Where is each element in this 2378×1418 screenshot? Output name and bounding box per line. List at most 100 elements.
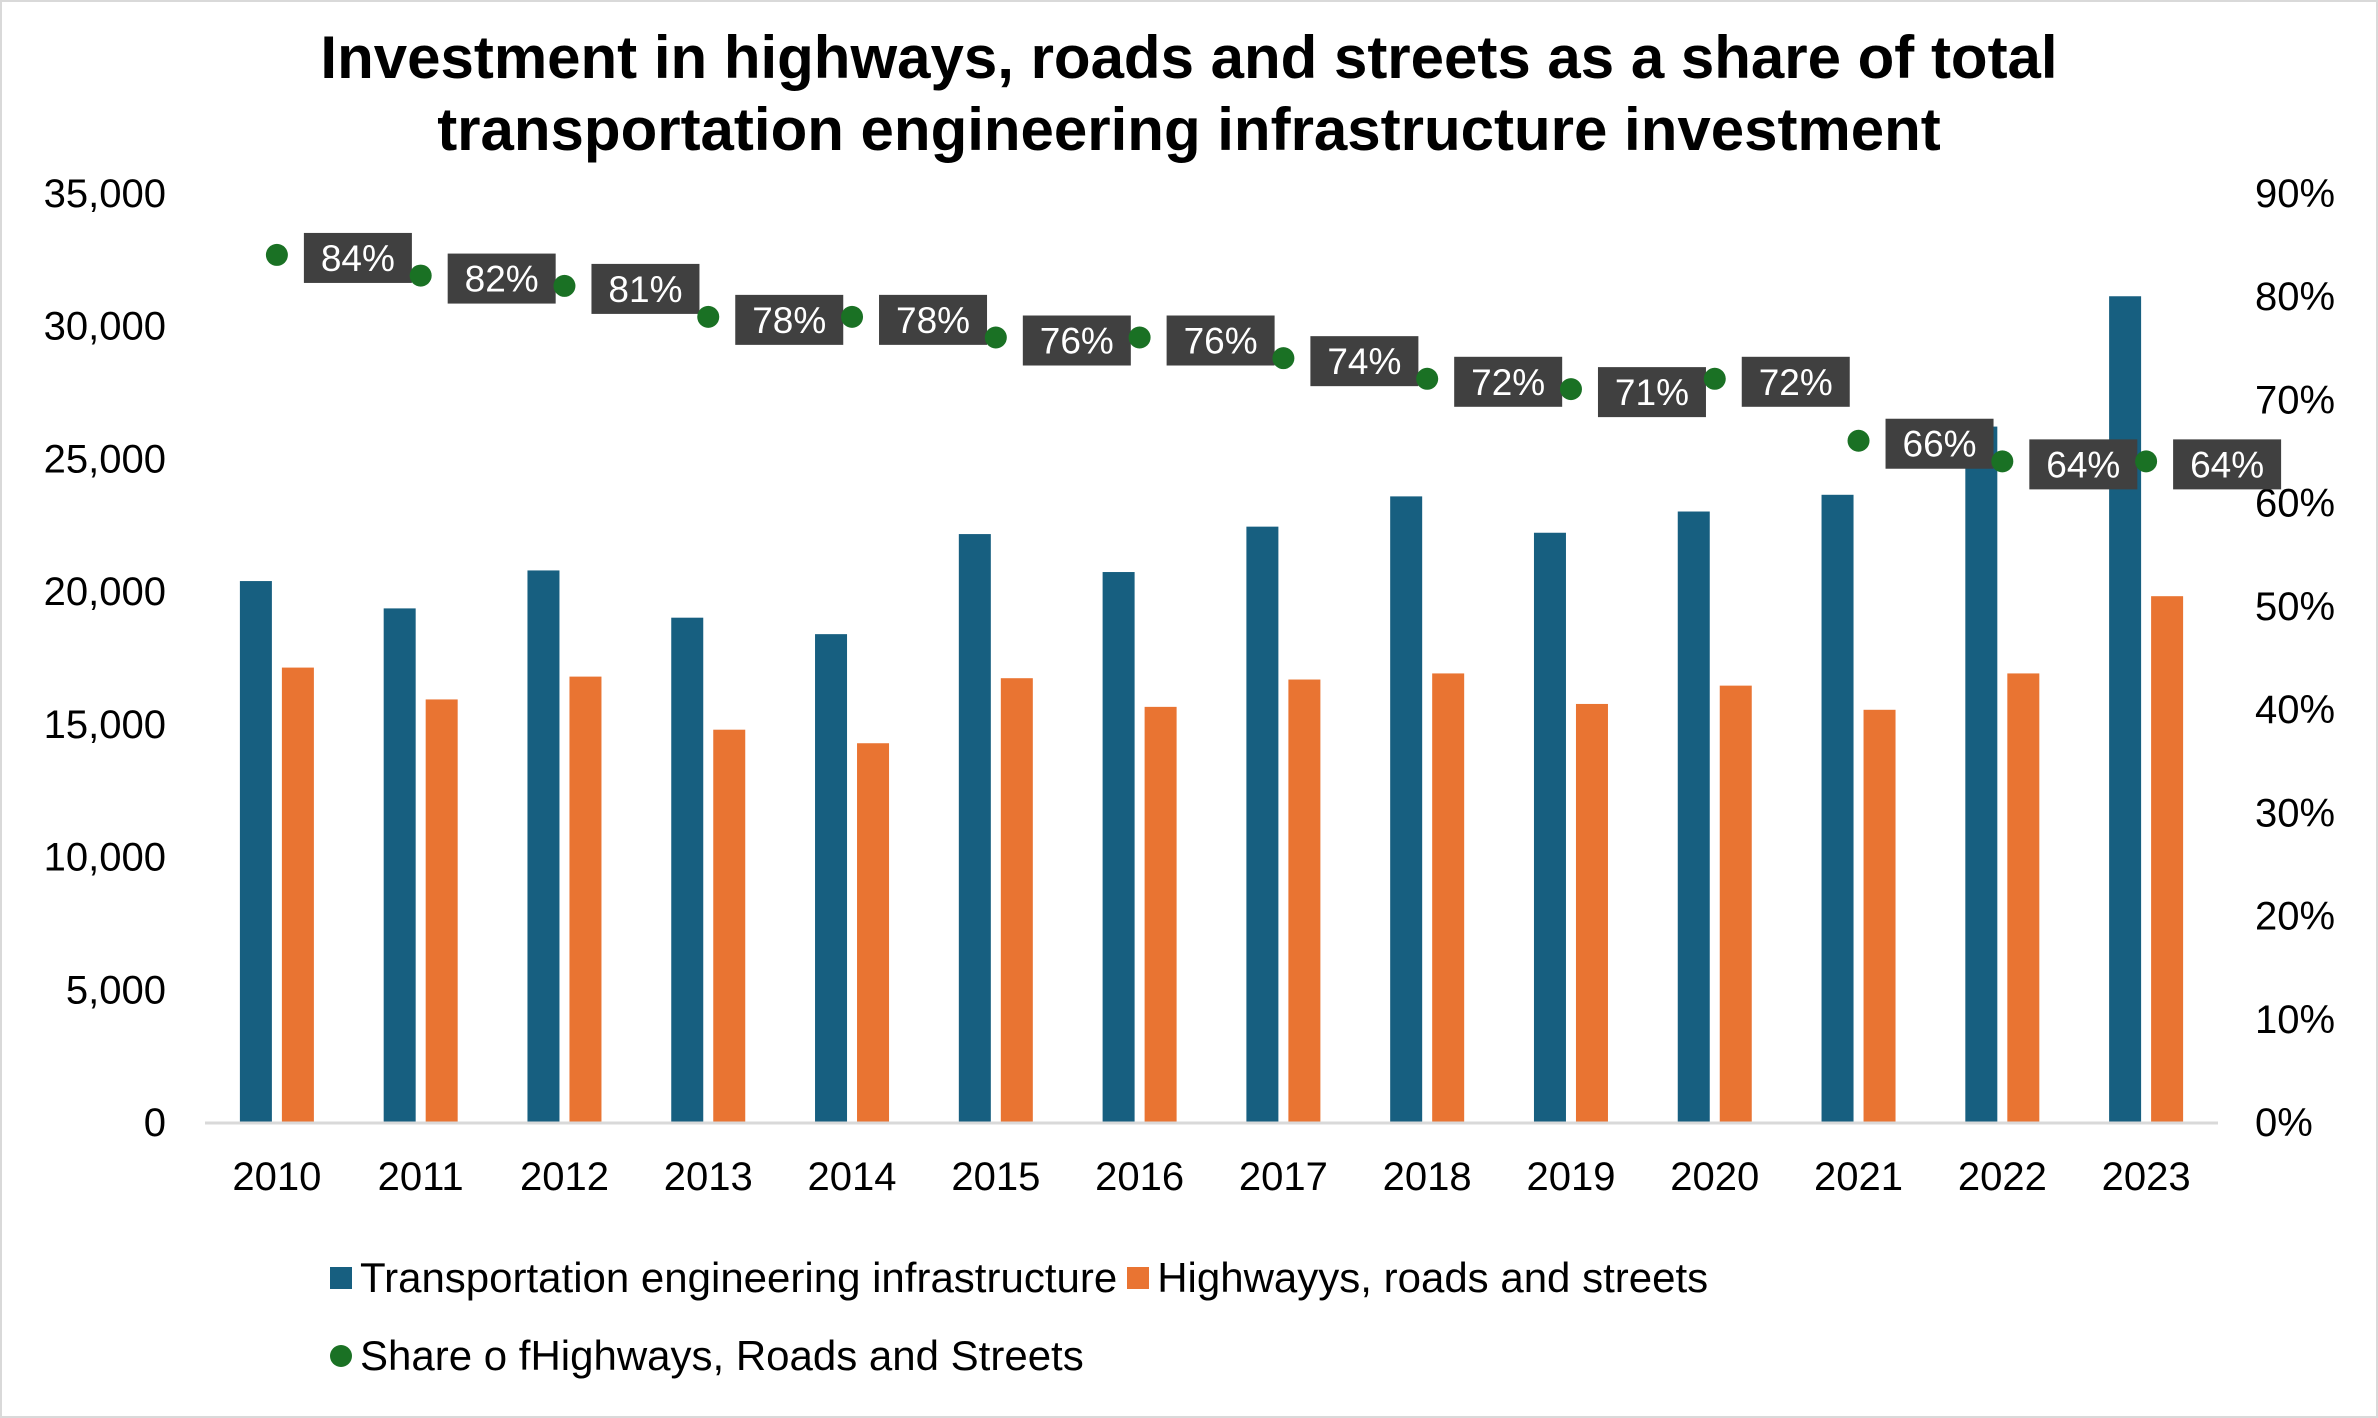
legend-row-1: Transportation engineering infrastructur…: [330, 1254, 1708, 1302]
y-right-tick-label: 40%: [2255, 688, 2335, 732]
x-tick-label: 2019: [1526, 1155, 1615, 1199]
bar-transportation: [1533, 532, 1566, 1122]
share-data-label-box: [591, 263, 700, 314]
bar-highways: [2151, 596, 2184, 1122]
share-data-label: 82%: [465, 259, 539, 300]
bar-transportation: [671, 617, 704, 1122]
bar-highways: [425, 699, 458, 1122]
y-right-tick-label: 50%: [2255, 585, 2335, 629]
x-tick-label: 2010: [232, 1155, 321, 1199]
x-tick-label: 2021: [1814, 1155, 1903, 1199]
chart-title: Investment in highways, roads and street…: [0, 22, 2378, 166]
share-data-label: 78%: [896, 300, 970, 341]
y-left-tick-label: 15,000: [44, 703, 166, 747]
share-marker: [1559, 378, 1582, 401]
bar-transportation: [958, 534, 991, 1122]
x-tick-label: 2016: [1095, 1155, 1184, 1199]
y-right-tick-label: 20%: [2255, 895, 2335, 939]
bar-transportation: [1102, 572, 1135, 1122]
legend-label-share: Share o fHighways, Roads and Streets: [360, 1332, 1084, 1379]
share-marker: [553, 274, 576, 297]
share-data-label: 74%: [1327, 341, 1401, 382]
legend-swatch-highways: [1127, 1267, 1150, 1289]
share-data-label-box: [1310, 336, 1419, 387]
share-marker: [984, 326, 1007, 349]
share-data-label-box: [447, 253, 556, 304]
x-tick-label: 2014: [808, 1155, 897, 1199]
bar-highways: [1144, 706, 1177, 1122]
legend-row-2: Share o fHighways, Roads and Streets: [330, 1332, 1084, 1380]
bar-transportation: [239, 581, 272, 1122]
share-marker: [2135, 450, 2158, 473]
share-data-label-box: [1454, 356, 1563, 407]
y-right-tick-label: 90%: [2255, 172, 2335, 216]
share-data-label-box: [1166, 315, 1275, 366]
bar-highways: [1432, 673, 1465, 1122]
x-tick-label: 2023: [2102, 1155, 2191, 1199]
bar-highways: [281, 667, 314, 1122]
bar-transportation: [527, 570, 560, 1122]
share-data-label-box: [735, 294, 844, 345]
bar-transportation: [2109, 296, 2142, 1122]
y-left-tick-label: 35,000: [44, 172, 166, 216]
share-data-label: 76%: [1040, 321, 1114, 362]
share-data-label: 76%: [1184, 321, 1258, 362]
bar-transportation: [383, 608, 416, 1122]
share-marker: [1128, 326, 1151, 349]
y-left-tick-label: 0: [144, 1101, 166, 1145]
y-left-tick-label: 20,000: [44, 570, 166, 614]
bar-transportation: [1677, 511, 1710, 1122]
bar-highways: [1575, 703, 1608, 1122]
legend-swatch-transportation: [330, 1267, 352, 1289]
bar-highways: [569, 676, 602, 1122]
bar-highways: [1000, 678, 1033, 1122]
bar-highways: [857, 743, 890, 1122]
bar-transportation: [815, 634, 848, 1122]
share-data-label-box: [1741, 356, 1850, 407]
y-right-tick-label: 80%: [2255, 275, 2335, 319]
share-data-label-box: [879, 294, 988, 345]
x-tick-label: 2011: [378, 1155, 464, 1199]
share-data-label-box: [2029, 439, 2138, 490]
bar-transportation: [1390, 496, 1423, 1122]
legend-label-highways: Highwayys, roads and streets: [1157, 1254, 1709, 1301]
bar-highways: [713, 729, 746, 1122]
legend-label-transportation: Transportation engineering infrastructur…: [360, 1254, 1118, 1301]
y-right-tick-label: 70%: [2255, 378, 2335, 422]
bar-transportation: [1965, 426, 1998, 1122]
x-tick-label: 2017: [1239, 1155, 1328, 1199]
share-marker: [697, 305, 720, 328]
y-right-tick-label: 0%: [2255, 1101, 2313, 1145]
chart-title-line-2: transportation engineering infrastructur…: [437, 96, 1941, 163]
bar-highways: [1719, 685, 1752, 1122]
x-tick-label: 2018: [1383, 1155, 1472, 1199]
share-data-label-box: [1022, 315, 1131, 366]
x-tick-label: 2020: [1670, 1155, 1759, 1199]
share-data-label: 64%: [2190, 444, 2264, 485]
legend-marker-share: [330, 1345, 352, 1367]
share-data-label-box: [2173, 439, 2282, 490]
y-left-tick-label: 10,000: [44, 836, 166, 880]
y-left-tick-label: 5,000: [66, 968, 166, 1012]
x-tick-label: 2013: [664, 1155, 753, 1199]
share-data-label: 72%: [1471, 362, 1545, 403]
share-marker: [409, 264, 432, 287]
share-data-label: 71%: [1615, 372, 1689, 413]
share-data-label-box: [303, 232, 412, 283]
share-data-label: 81%: [608, 269, 682, 310]
share-data-label: 72%: [1759, 362, 1833, 403]
share-marker: [841, 305, 864, 328]
y-left-tick-label: 30,000: [44, 305, 166, 349]
y-left-tick-label: 25,000: [44, 437, 166, 481]
x-tick-label: 2015: [951, 1155, 1040, 1199]
share-marker: [265, 243, 288, 266]
share-marker: [1991, 450, 2014, 473]
share-marker: [1703, 367, 1726, 390]
share-data-label-box: [1885, 418, 1994, 469]
bar-highways: [1863, 709, 1896, 1122]
x-tick-label: 2012: [520, 1155, 609, 1199]
bar-highways: [2007, 673, 2040, 1122]
share-marker: [1416, 367, 1439, 390]
